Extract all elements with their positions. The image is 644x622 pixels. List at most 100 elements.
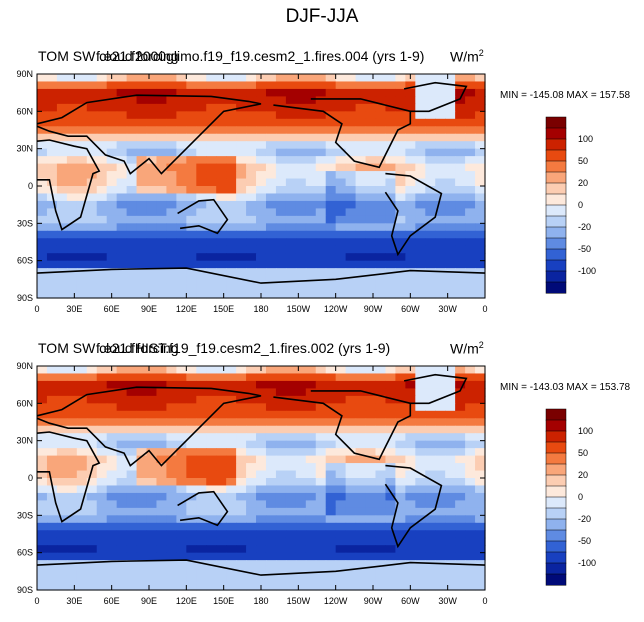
colorbar-box — [545, 215, 567, 228]
field-cell — [256, 448, 267, 457]
field-cell — [126, 103, 138, 112]
field-cell — [335, 448, 347, 457]
field-cell — [435, 230, 446, 239]
field-cell — [465, 567, 476, 576]
field-cell — [455, 403, 466, 412]
field-cell — [76, 171, 88, 180]
field-cell — [46, 96, 58, 105]
field-cell — [196, 96, 207, 105]
field-cell — [425, 290, 436, 299]
field-cell — [305, 537, 317, 546]
field-cell — [136, 200, 148, 209]
field-cell — [295, 118, 307, 127]
panel-top: 90N 60N 30N 0 30S 60S 90S 0 30E 60E 90E 120E 150E 180… — [0, 40, 644, 330]
field-cell — [56, 186, 68, 195]
field-cell — [305, 500, 317, 509]
field-cell — [106, 388, 118, 397]
field-cell — [295, 238, 307, 247]
field-cell — [96, 440, 108, 449]
field-cell — [86, 111, 98, 120]
field-cell — [295, 560, 307, 569]
field-cell — [166, 260, 177, 269]
field-cell — [375, 522, 387, 531]
field-cell — [415, 186, 426, 195]
field-cell — [415, 96, 426, 105]
field-cell — [375, 582, 387, 591]
coastline — [36, 431, 101, 523]
field-cell — [196, 478, 207, 487]
field-cell — [265, 200, 277, 209]
lon-tick-label: 90E — [141, 596, 157, 606]
lon-tick-label: 90W — [364, 304, 383, 314]
field-cell — [355, 440, 367, 449]
field-cell — [196, 433, 207, 442]
field-cell — [186, 448, 197, 457]
field-cell — [345, 395, 357, 404]
field-cell — [96, 492, 108, 501]
field-cell — [46, 88, 58, 97]
field-cell — [86, 193, 98, 202]
field-cell — [385, 253, 396, 262]
field-cell — [136, 395, 148, 404]
field-cell — [385, 163, 396, 172]
field-cell — [445, 530, 456, 539]
field-cell — [96, 478, 108, 487]
field-cell — [246, 522, 257, 531]
field-cell — [256, 275, 267, 284]
field-cell — [425, 88, 436, 97]
field-cell — [365, 290, 377, 299]
field-cell — [325, 410, 337, 419]
field-cell — [435, 200, 446, 209]
field-cell — [475, 163, 486, 172]
field-cell — [206, 463, 217, 472]
field-cell — [275, 463, 287, 472]
field-cell — [66, 163, 78, 172]
field-cell — [37, 507, 48, 516]
field-cell — [186, 208, 197, 217]
field-cell — [455, 178, 466, 187]
field-cell — [315, 448, 327, 457]
field-cell — [425, 275, 436, 284]
field-cell — [455, 253, 466, 262]
field-cell — [246, 126, 257, 135]
field-cell — [256, 186, 267, 195]
field-cell — [335, 81, 347, 90]
field-cell — [475, 470, 486, 479]
field-cell — [46, 373, 58, 382]
field-cell — [37, 96, 48, 105]
field-cell — [66, 373, 78, 382]
field-cell — [56, 380, 68, 389]
field-cell — [196, 245, 207, 254]
field-cell — [295, 96, 307, 105]
field-cell — [475, 410, 486, 419]
field-cell — [445, 552, 456, 561]
field-cell — [216, 500, 227, 509]
field-cell — [285, 275, 297, 284]
field-cell — [425, 448, 436, 457]
colorbar-box — [545, 529, 567, 542]
field-cell — [355, 470, 367, 479]
field-cell — [355, 171, 367, 180]
field-cell — [465, 470, 476, 479]
field-cell — [196, 575, 207, 584]
field-cell — [285, 582, 297, 591]
field-cell — [106, 238, 118, 247]
field-cell — [56, 260, 68, 269]
field-cell — [86, 156, 98, 165]
field-cell — [56, 440, 68, 449]
field-cell — [335, 193, 347, 202]
field-cell — [455, 425, 466, 434]
field-cell — [345, 103, 357, 112]
field-cell — [365, 492, 377, 501]
field-cell — [156, 500, 168, 509]
field-cell — [465, 245, 476, 254]
field-cell — [196, 215, 207, 224]
field-cell — [415, 74, 426, 83]
field-cell — [86, 425, 98, 434]
field-cell — [325, 575, 337, 584]
field-cell — [425, 74, 436, 83]
field-cell — [305, 126, 317, 135]
field-cell — [176, 500, 187, 509]
field-cell — [295, 418, 307, 427]
field-cell — [216, 455, 227, 464]
